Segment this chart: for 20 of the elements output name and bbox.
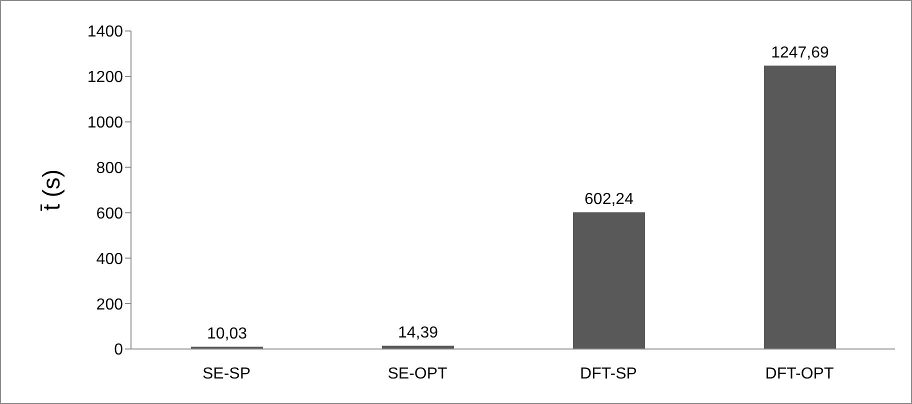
y-tick-label: 1400 xyxy=(87,24,124,41)
x-tick-label: DFT-OPT xyxy=(765,365,834,382)
data-label: 10,03 xyxy=(206,326,248,343)
y-tick-label: 400 xyxy=(96,250,124,268)
data-label: 14,39 xyxy=(398,324,438,342)
x-tick-label: SE-OPT xyxy=(388,365,448,382)
y-tick-label: 0 xyxy=(114,342,124,359)
data-label: 602,24 xyxy=(584,191,634,208)
y-tick-label: 800 xyxy=(96,160,124,177)
data-label: 1247,69 xyxy=(771,44,830,62)
bar xyxy=(573,212,645,349)
y-tick-label: 1000 xyxy=(87,114,124,132)
x-tick-label: SE-SP xyxy=(202,365,251,382)
x-tick-label: DFT-SP xyxy=(580,365,637,382)
bar xyxy=(382,346,454,349)
y-tick-label: 200 xyxy=(96,296,124,314)
bar xyxy=(764,66,836,349)
y-axis-title: t̄ (s) xyxy=(38,169,66,212)
y-tick-label: 600 xyxy=(96,205,124,222)
y-tick-label: 1200 xyxy=(87,69,124,86)
